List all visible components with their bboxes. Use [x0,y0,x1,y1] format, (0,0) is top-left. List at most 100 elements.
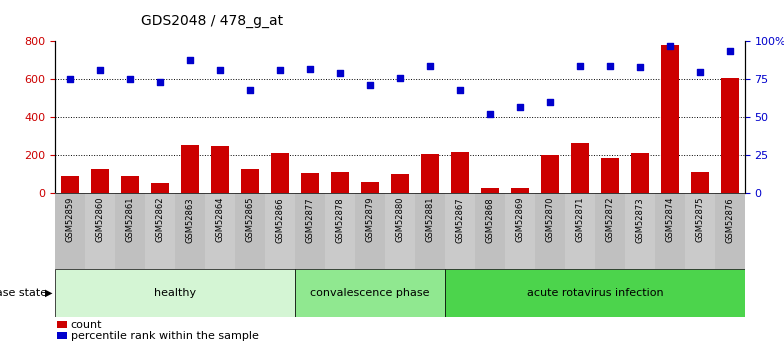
Text: GSM52874: GSM52874 [666,197,674,243]
Text: percentile rank within the sample: percentile rank within the sample [71,331,259,341]
Point [154,80,166,85]
Bar [661,45,679,193]
Point [694,69,706,75]
Text: GSM52871: GSM52871 [575,197,584,243]
Bar [415,193,445,269]
Text: disease state: disease state [0,288,47,298]
Bar [601,158,619,193]
Point [663,43,676,49]
Bar [175,193,205,269]
Bar [655,193,684,269]
Bar [355,193,385,269]
Point [93,68,106,73]
Text: GSM52861: GSM52861 [125,197,134,243]
Text: GSM52863: GSM52863 [185,197,194,243]
Text: GSM52862: GSM52862 [155,197,165,243]
Text: GSM52873: GSM52873 [635,197,644,243]
Text: GSM52860: GSM52860 [96,197,104,243]
Bar [61,176,79,193]
Point [543,99,556,105]
Bar [235,193,265,269]
Point [64,77,76,82]
Bar [535,193,564,269]
Bar [361,182,379,193]
Text: GSM52865: GSM52865 [245,197,254,243]
Bar [91,168,109,193]
Text: GSM52877: GSM52877 [305,197,314,243]
Text: GSM52864: GSM52864 [216,197,224,243]
Text: healthy: healthy [154,288,196,298]
Bar [145,193,175,269]
Text: GSM52872: GSM52872 [605,197,615,243]
Bar [385,193,415,269]
Bar [445,193,475,269]
Bar [301,173,319,193]
Point [724,48,736,53]
Point [274,68,286,73]
Point [484,111,496,117]
Text: convalescence phase: convalescence phase [310,288,430,298]
Bar [505,193,535,269]
Point [454,87,466,93]
Bar [295,193,325,269]
Bar [391,174,408,193]
Text: acute rotavirus infection: acute rotavirus infection [527,288,663,298]
Point [244,87,256,93]
Bar [55,193,85,269]
Text: GSM52878: GSM52878 [336,197,344,243]
Bar [85,193,115,269]
Text: GDS2048 / 478_g_at: GDS2048 / 478_g_at [141,13,283,28]
Text: GSM52859: GSM52859 [65,197,74,243]
Bar [56,332,67,339]
Bar [181,145,199,193]
Point [183,57,196,62]
Bar [325,193,355,269]
Bar [564,193,595,269]
Bar [541,155,559,193]
Point [423,63,436,68]
Point [604,63,616,68]
Bar [595,193,625,269]
Point [364,83,376,88]
Bar [211,146,229,193]
Bar [270,153,289,193]
FancyBboxPatch shape [295,269,445,317]
Point [514,104,526,109]
Text: ▶: ▶ [45,288,53,298]
Bar [56,321,67,328]
Bar [115,193,145,269]
Bar [121,176,139,193]
Text: GSM52870: GSM52870 [546,197,554,243]
Bar [265,193,295,269]
Bar [205,193,235,269]
Text: GSM52880: GSM52880 [395,197,405,243]
Bar [625,193,655,269]
Point [213,68,226,73]
Bar [715,193,745,269]
Bar [684,193,715,269]
Bar [451,152,469,193]
Bar [571,143,589,193]
Bar [475,193,505,269]
Text: GSM52866: GSM52866 [275,197,285,243]
Text: GSM52881: GSM52881 [426,197,434,243]
Bar [481,188,499,193]
Bar [720,78,739,193]
Text: GSM52867: GSM52867 [456,197,464,243]
Point [633,65,646,70]
Bar [631,153,649,193]
Point [574,63,586,68]
Text: GSM52869: GSM52869 [515,197,524,243]
Text: GSM52875: GSM52875 [695,197,704,243]
Point [394,75,406,81]
Bar [691,172,709,193]
Text: GSM52879: GSM52879 [365,197,374,243]
Point [124,77,136,82]
Bar [421,154,439,193]
FancyBboxPatch shape [445,269,745,317]
Bar [331,172,349,193]
Bar [511,188,529,193]
Text: GSM52868: GSM52868 [485,197,495,243]
Point [333,70,346,76]
Text: GSM52876: GSM52876 [725,197,735,243]
